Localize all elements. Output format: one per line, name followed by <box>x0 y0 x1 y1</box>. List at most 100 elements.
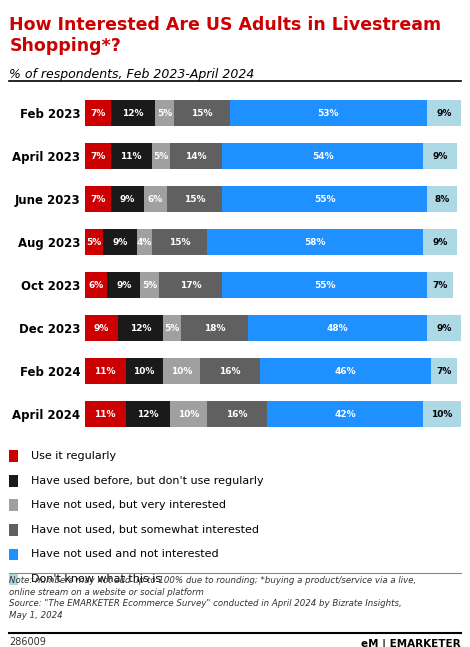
Bar <box>181 315 249 341</box>
Text: 5%: 5% <box>157 109 172 118</box>
Text: 17%: 17% <box>180 281 202 290</box>
Text: 9%: 9% <box>436 109 452 118</box>
Text: 9%: 9% <box>112 237 128 247</box>
Text: 6%: 6% <box>88 281 103 290</box>
Bar <box>249 315 427 341</box>
Bar <box>200 358 259 384</box>
Bar <box>222 186 427 212</box>
Text: 14%: 14% <box>186 151 207 160</box>
Text: 4%: 4% <box>136 237 152 247</box>
Bar <box>85 186 110 212</box>
Bar <box>137 229 152 255</box>
Bar <box>259 358 431 384</box>
Text: 16%: 16% <box>219 367 241 376</box>
Text: 9%: 9% <box>432 151 448 160</box>
Text: Have not used and not interested: Have not used and not interested <box>31 549 218 560</box>
Text: 48%: 48% <box>327 324 349 333</box>
Bar <box>267 401 423 427</box>
Bar <box>166 186 222 212</box>
Bar <box>427 100 461 126</box>
Bar <box>85 315 118 341</box>
Bar <box>423 401 461 427</box>
Text: 10%: 10% <box>171 367 192 376</box>
Bar <box>155 100 174 126</box>
Text: 18%: 18% <box>204 324 226 333</box>
Text: 15%: 15% <box>191 109 212 118</box>
Text: 11%: 11% <box>94 367 116 376</box>
Text: 16%: 16% <box>227 410 248 419</box>
Bar <box>431 358 457 384</box>
Bar <box>85 401 125 427</box>
Text: 11%: 11% <box>120 151 142 160</box>
Text: 5%: 5% <box>164 324 180 333</box>
Text: 7%: 7% <box>90 109 105 118</box>
Text: 54%: 54% <box>312 151 334 160</box>
Bar <box>423 143 457 169</box>
Bar <box>85 143 110 169</box>
Bar <box>427 272 453 298</box>
Bar <box>230 100 427 126</box>
Text: 9%: 9% <box>116 281 132 290</box>
Text: Have not used, but very interested: Have not used, but very interested <box>31 500 226 510</box>
Bar <box>207 229 423 255</box>
Bar <box>423 229 457 255</box>
Bar <box>110 100 155 126</box>
Bar <box>144 186 166 212</box>
Bar <box>125 358 163 384</box>
Text: 7%: 7% <box>436 367 452 376</box>
Text: 9%: 9% <box>432 237 448 247</box>
Bar <box>85 100 110 126</box>
Text: 7%: 7% <box>90 151 105 160</box>
Bar <box>110 186 144 212</box>
Text: 42%: 42% <box>334 410 356 419</box>
Bar <box>152 229 207 255</box>
Text: 15%: 15% <box>169 237 190 247</box>
Text: 9%: 9% <box>436 324 452 333</box>
Bar <box>170 143 222 169</box>
Text: 11%: 11% <box>94 410 116 419</box>
Text: 15%: 15% <box>184 195 205 204</box>
Text: Have not used, but somewhat interested: Have not used, but somewhat interested <box>31 525 258 535</box>
Text: How Interested Are US Adults in Livestream
Shopping*?: How Interested Are US Adults in Livestre… <box>9 16 441 55</box>
Bar <box>163 315 181 341</box>
Text: 46%: 46% <box>334 367 356 376</box>
Bar <box>85 272 107 298</box>
Text: 8%: 8% <box>434 195 450 204</box>
Text: 5%: 5% <box>142 281 157 290</box>
Text: Use it regularly: Use it regularly <box>31 451 116 461</box>
Bar <box>152 143 170 169</box>
Text: 9%: 9% <box>94 324 109 333</box>
Bar <box>110 143 152 169</box>
Bar <box>103 229 137 255</box>
Text: % of respondents, Feb 2023-April 2024: % of respondents, Feb 2023-April 2024 <box>9 68 255 81</box>
Text: 12%: 12% <box>122 109 144 118</box>
Bar <box>85 358 125 384</box>
Bar <box>174 100 230 126</box>
Text: 5%: 5% <box>153 151 169 160</box>
Bar <box>222 143 423 169</box>
Bar <box>427 186 457 212</box>
Text: 55%: 55% <box>314 195 336 204</box>
Text: 10%: 10% <box>133 367 155 376</box>
Text: 12%: 12% <box>130 324 151 333</box>
Text: 5%: 5% <box>86 237 102 247</box>
Bar <box>107 272 141 298</box>
Text: 12%: 12% <box>137 410 159 419</box>
Text: Have used before, but don't use regularly: Have used before, but don't use regularl… <box>31 476 263 486</box>
Bar <box>141 272 159 298</box>
Text: 53%: 53% <box>318 109 339 118</box>
Text: 9%: 9% <box>120 195 135 204</box>
Text: 58%: 58% <box>305 237 326 247</box>
Text: 7%: 7% <box>90 195 105 204</box>
Bar <box>159 272 222 298</box>
Bar <box>207 401 267 427</box>
Bar <box>85 229 103 255</box>
Text: Don't know what this is: Don't know what this is <box>31 574 161 584</box>
Text: 10%: 10% <box>178 410 200 419</box>
Bar <box>125 401 170 427</box>
Text: 10%: 10% <box>431 410 453 419</box>
Bar <box>222 272 427 298</box>
Bar <box>170 401 207 427</box>
Bar <box>118 315 163 341</box>
Text: 55%: 55% <box>314 281 336 290</box>
